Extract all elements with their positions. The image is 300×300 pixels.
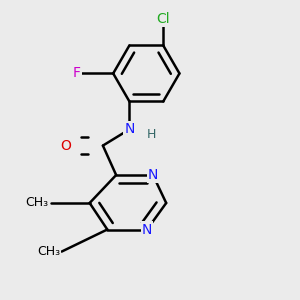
Text: O: O (61, 139, 71, 153)
Text: CH₃: CH₃ (37, 245, 60, 258)
Text: N: N (142, 223, 152, 236)
Text: N: N (148, 168, 158, 182)
Text: N: N (124, 122, 135, 136)
Text: Cl: Cl (156, 12, 170, 26)
Text: F: F (72, 66, 80, 80)
Text: CH₃: CH₃ (25, 196, 48, 209)
Text: H: H (147, 128, 156, 141)
